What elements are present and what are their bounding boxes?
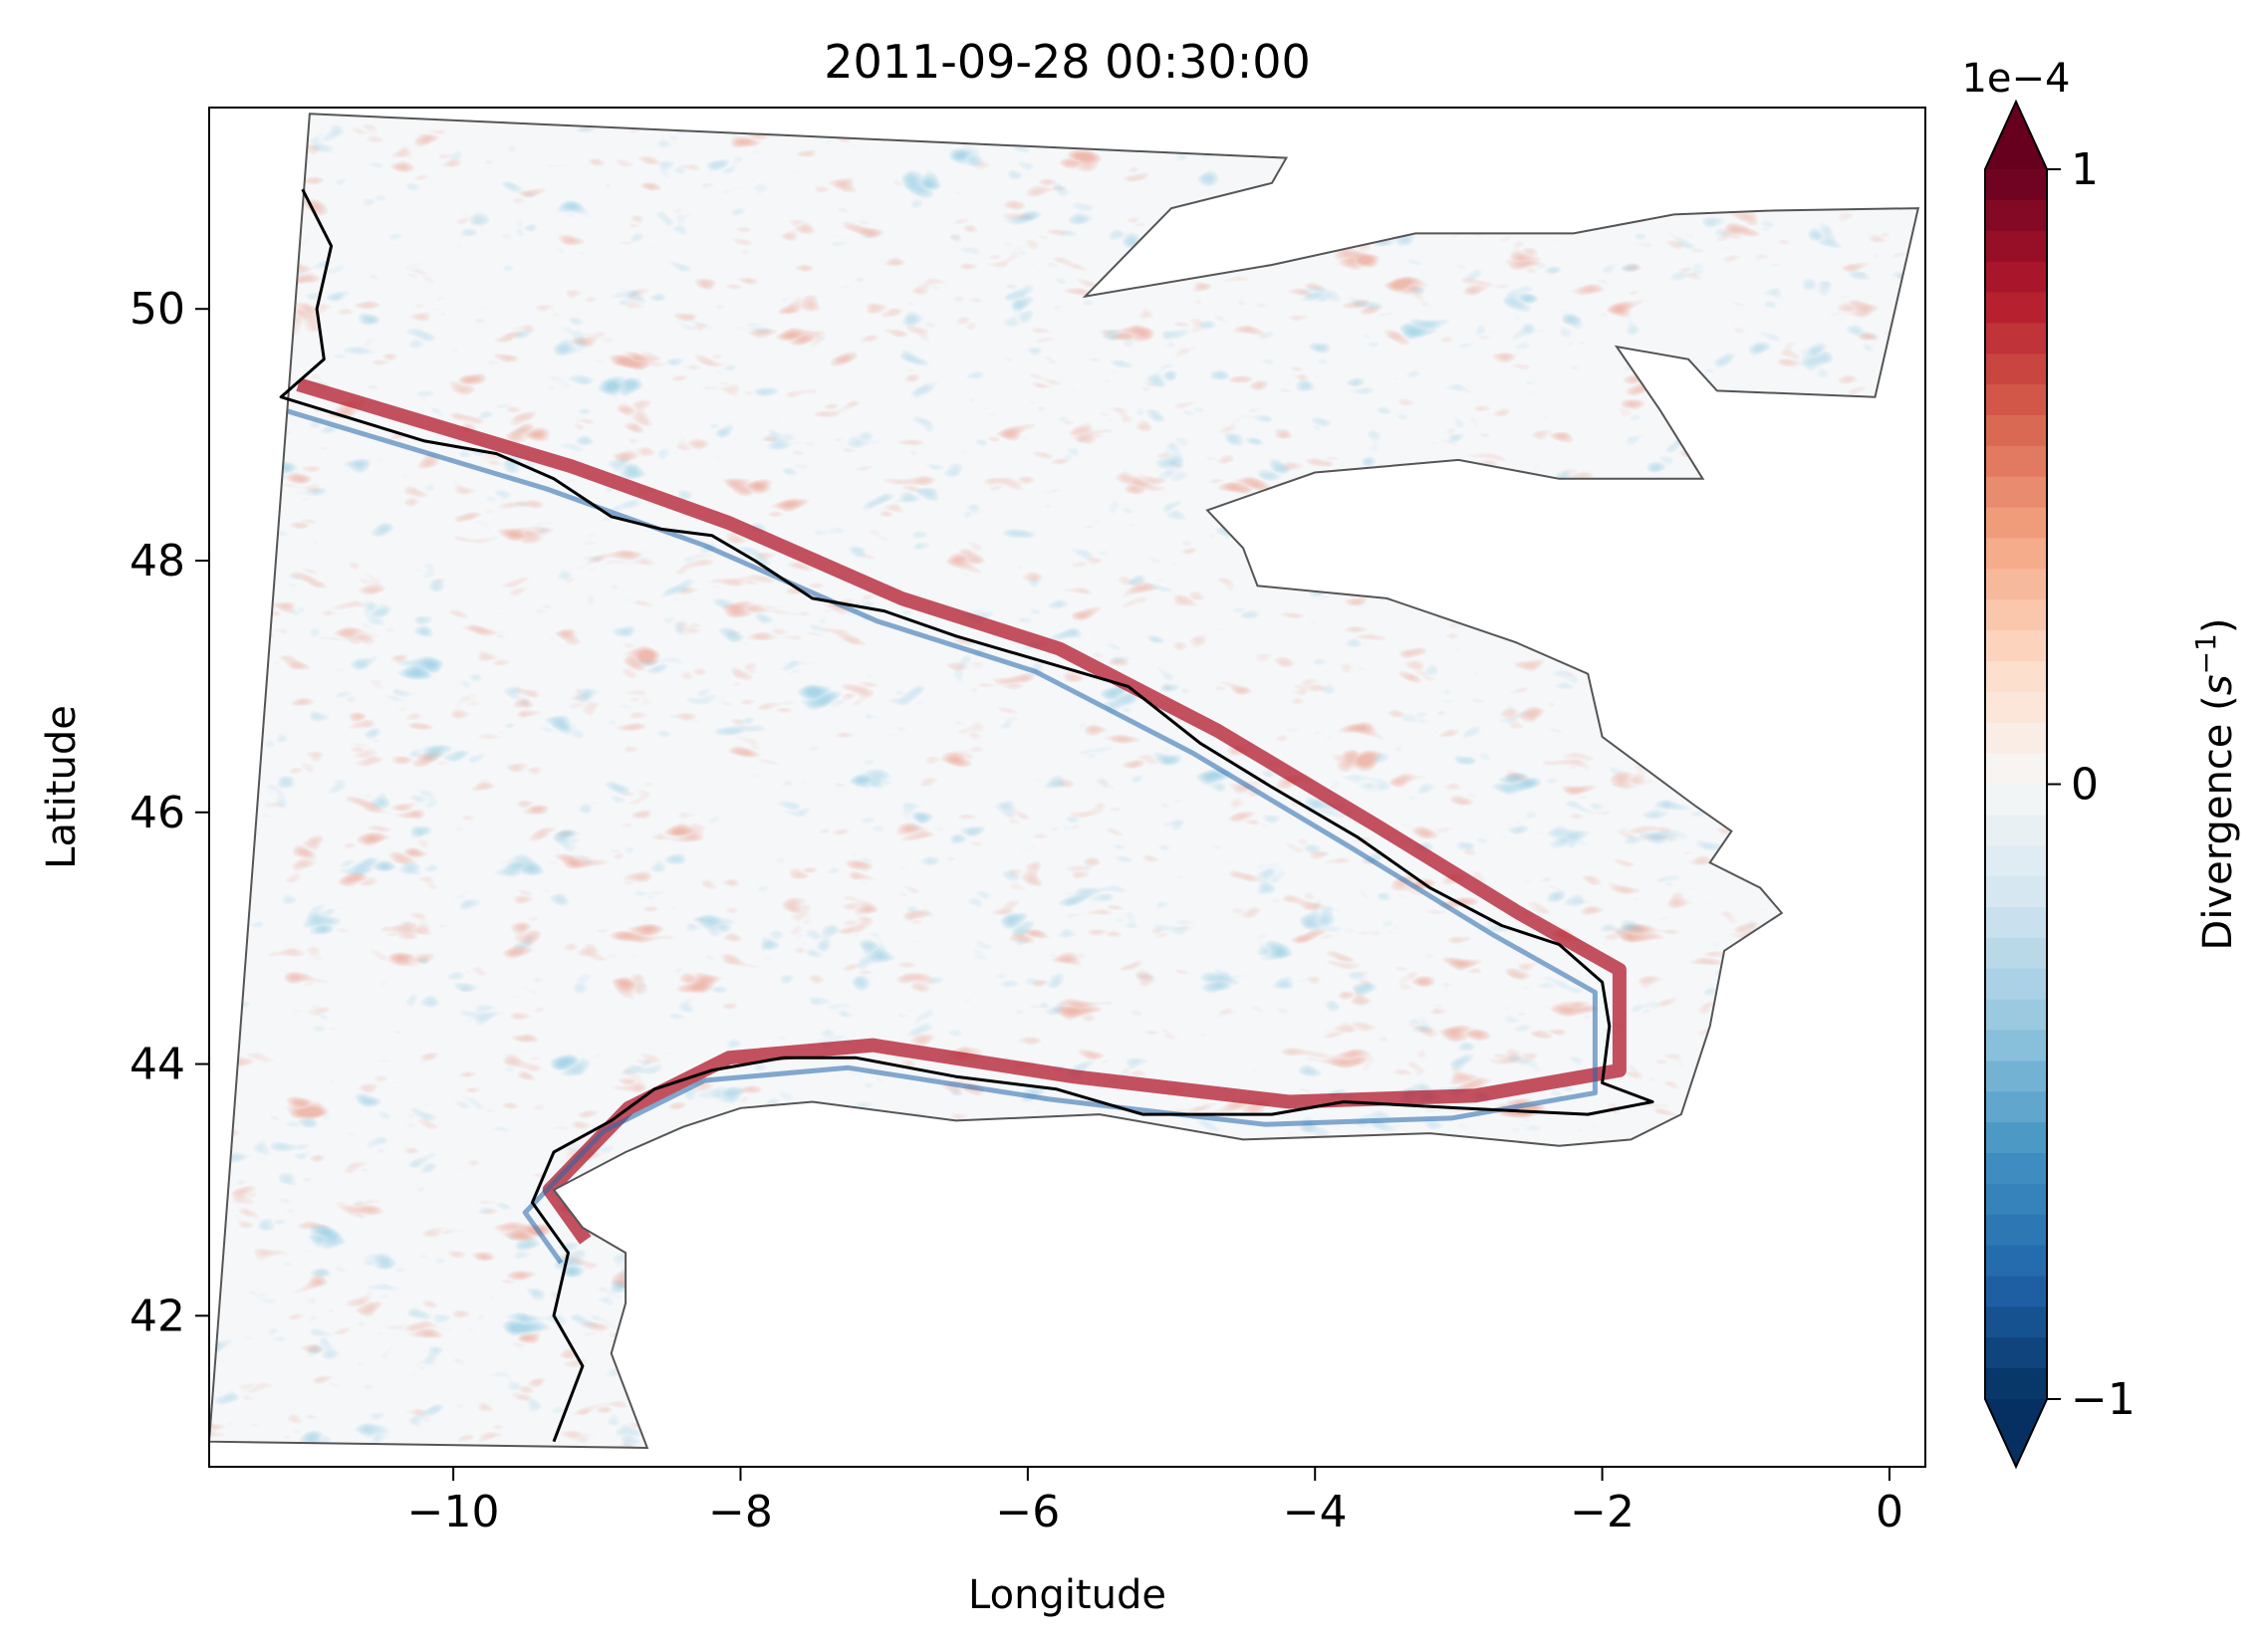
- x-tick-label: −6: [995, 1487, 1060, 1537]
- colorbar-tick-label: 1: [2071, 144, 2099, 195]
- colorbar-level: [1985, 230, 2047, 263]
- colorbar-tick-label: 0: [2071, 760, 2099, 811]
- colorbar-tick-label: −1: [2071, 1374, 2136, 1425]
- colorbar-levels: [1985, 102, 2047, 1467]
- y-tick-label: 50: [129, 284, 185, 335]
- y-tick-label: 46: [129, 788, 185, 838]
- colorbar-extend-max: [1985, 102, 2047, 169]
- colorbar-ticks: −1 0 1: [2047, 144, 2136, 1425]
- colorbar-level: [1985, 753, 2047, 786]
- colorbar-level: [1985, 999, 2047, 1032]
- x-tick-label: 0: [1876, 1487, 1903, 1537]
- colorbar-level: [1985, 722, 2047, 755]
- colorbar-level: [1985, 1183, 2047, 1216]
- colorbar: −101 1e−4 Divergence (s−1): [1961, 56, 2242, 1470]
- colorbar-label-text: Divergence (: [2195, 695, 2241, 950]
- model-domain-outline: [207, 113, 1920, 1450]
- colorbar-level: [1985, 507, 2047, 540]
- colorbar-level: [1985, 845, 2047, 877]
- colorbar-level: [1985, 569, 2047, 600]
- colorbar-label: Divergence (s−1): [2189, 618, 2242, 951]
- colorbar-level: [1985, 630, 2047, 662]
- colorbar-level: [1985, 261, 2047, 294]
- colorbar-level: [1985, 199, 2047, 232]
- colorbar-level: [1985, 1122, 2047, 1154]
- colorbar-level: [1985, 445, 2047, 478]
- y-axis-ticks: 42 44 46 48 50: [129, 284, 209, 1341]
- colorbar-level: [1985, 907, 2047, 939]
- colorbar-level: [1985, 1337, 2047, 1369]
- x-axis-label: Longitude: [968, 1572, 1166, 1618]
- colorbar-level: [1985, 876, 2047, 908]
- x-tick-label: −4: [1283, 1487, 1348, 1537]
- colorbar-level: [1985, 538, 2047, 570]
- x-tick-label: −10: [407, 1487, 500, 1537]
- colorbar-level: [1985, 1368, 2047, 1400]
- colorbar-level: [1985, 476, 2047, 509]
- colorbar-level: [1985, 1060, 2047, 1092]
- colorbar-level: [1985, 1091, 2047, 1123]
- y-tick-label: 48: [129, 536, 185, 587]
- x-axis-ticks: −10 −8 −6 −4 −2 0: [407, 1467, 1903, 1537]
- colorbar-multiplier: 1e−4: [1961, 56, 2070, 102]
- colorbar-level: [1985, 1306, 2047, 1338]
- colorbar-level: [1985, 292, 2047, 324]
- colorbar-level: [1985, 1276, 2047, 1307]
- x-tick-label: −2: [1570, 1487, 1635, 1537]
- y-axis-label: Latitude: [39, 705, 85, 869]
- colorbar-level: [1985, 415, 2047, 447]
- colorbar-level: [1985, 1245, 2047, 1278]
- colorbar-level: [1985, 1153, 2047, 1185]
- axes-frame: [208, 107, 1926, 1468]
- colorbar-level: [1985, 169, 2047, 201]
- y-tick-label: 42: [129, 1291, 185, 1341]
- y-tick-label: 44: [129, 1040, 185, 1090]
- colorbar-level: [1985, 1214, 2047, 1247]
- colorbar-level: [1985, 784, 2047, 816]
- colorbar-level: [1985, 691, 2047, 724]
- x-tick-label: −8: [708, 1487, 773, 1537]
- colorbar-level: [1985, 937, 2047, 970]
- shelf-break-positive-band: [296, 377, 1627, 1245]
- colorbar-extend-min: [1985, 1399, 2047, 1467]
- colorbar-level: [1985, 323, 2047, 354]
- colorbar-level: [1985, 599, 2047, 631]
- shelf-break-negative-band: [273, 404, 1598, 1265]
- colorbar-level: [1985, 353, 2047, 385]
- colorbar-level: [1985, 384, 2047, 416]
- colorbar-label-unit: s: [2195, 674, 2241, 695]
- colorbar-level: [1985, 815, 2047, 846]
- plot-area: [207, 107, 1926, 1468]
- colorbar-level: [1985, 968, 2047, 1001]
- colorbar-level: [1985, 661, 2047, 693]
- colorbar-label-close: ): [2195, 618, 2241, 634]
- colorbar-level: [1985, 1030, 2047, 1061]
- chart-title: 2011-09-28 00:30:00: [824, 35, 1311, 89]
- shelf-isobath-contour: [279, 188, 1654, 1443]
- colorbar-label-exponent: −1: [2189, 633, 2222, 674]
- divergence-field: [209, 114, 1918, 1448]
